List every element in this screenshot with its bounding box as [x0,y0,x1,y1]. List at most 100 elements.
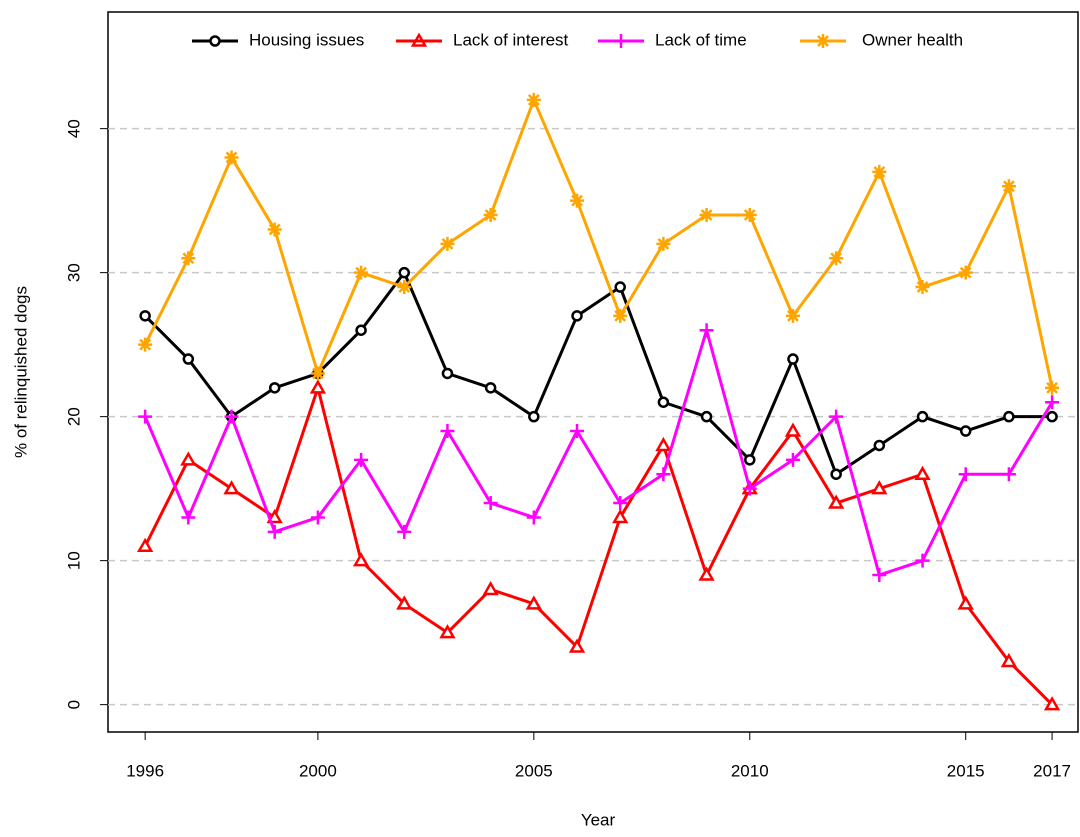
y-tick-label: 20 [64,407,83,426]
data-point [915,280,930,295]
data-point [571,310,583,322]
data-point [526,510,541,525]
data-point [957,595,974,610]
marker-bg [210,36,220,46]
data-point [352,552,370,567]
data-point [397,524,412,539]
marker-bg [1047,412,1057,422]
data-point [959,425,972,437]
data-point [268,382,281,394]
data-point [656,236,671,251]
data-point [787,353,799,365]
data-point [181,251,196,266]
marker-bg [1002,655,1015,666]
data-point [1043,696,1061,711]
legend-label: Owner health [862,30,963,49]
marker-bg [873,482,886,494]
marker-bg [614,511,627,522]
marker-bg [700,569,713,580]
marker-bg [571,641,584,652]
data-point [309,379,327,394]
data-point [483,496,498,511]
data-point [742,208,757,223]
y-tick-label: 30 [64,263,83,282]
data-point [1003,410,1015,423]
marker-bg [527,597,540,609]
data-point [699,208,714,223]
data-point [181,510,196,525]
data-point [958,265,973,280]
data-point [440,236,455,251]
marker-bg [441,626,454,638]
data-point [873,439,886,452]
data-point [699,323,714,338]
data-point [266,508,283,524]
data-point [1045,380,1060,395]
marker-bg [139,540,152,551]
series-line [143,98,1054,389]
data-point [483,208,498,223]
marker-bg [615,282,625,292]
marker-bg [225,482,238,494]
marker-bg [961,426,971,436]
data-point [613,496,628,511]
marker-bg [657,439,670,450]
series-line [144,271,1053,476]
marker-bg [786,425,799,436]
data-point [138,409,153,424]
y-tick-label: 0 [64,700,83,709]
marker-bg [311,381,324,393]
data-point [138,337,153,352]
data-point [830,468,842,480]
data-point [784,422,802,437]
x-axis-label: Year [581,810,616,829]
data-point [742,481,757,496]
data-point [440,424,455,439]
marker-bg [916,468,929,479]
marker-bg [486,383,496,393]
data-point [700,410,713,423]
data-point [441,367,454,380]
data-point [958,467,973,482]
x-tick-label: 2015 [947,761,985,780]
data-point [136,537,154,552]
data-point [354,452,369,467]
data-point [482,580,499,596]
legend-label: Lack of time [655,30,747,49]
marker-bg [745,455,755,465]
data-point [525,595,542,610]
data-point [439,624,456,639]
data-point [484,382,497,394]
legend-marker [816,34,830,48]
y-axis-label: % of relinquished dogs [11,286,30,458]
marker-bg [702,412,712,422]
data-point [1046,410,1058,423]
data-point [398,266,411,279]
marker-bg [182,453,195,465]
data-point [915,553,930,568]
data-point [698,566,715,581]
data-point [180,451,197,466]
marker-bg [572,311,582,321]
marker-bg [658,397,668,407]
data-point [568,638,586,653]
x-tick-label: 1996 [126,761,164,780]
data-point [528,410,540,423]
data-point [744,454,756,466]
x-tick-label: 2005 [515,761,553,780]
marker-bg [1004,412,1014,422]
series-line [143,328,1054,577]
data-point [612,508,629,524]
data-point [829,409,844,424]
marker-bg [140,311,150,321]
marker-bg [918,412,928,422]
y-tick-label: 10 [64,551,83,570]
data-point [1045,395,1060,410]
data-point [785,452,800,467]
data-point [827,494,845,509]
legend-label: Lack of interest [453,30,569,49]
x-tick-label: 2010 [731,761,769,780]
data-point [785,308,800,323]
data-point [1001,179,1016,194]
